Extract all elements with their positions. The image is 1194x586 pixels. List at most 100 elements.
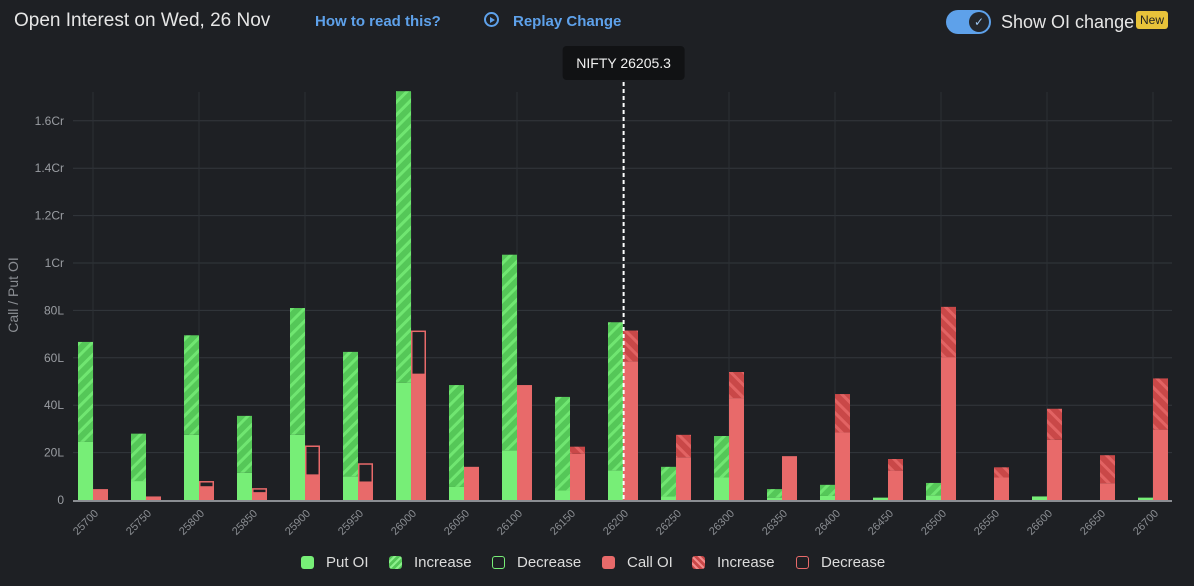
put-increase-bar xyxy=(290,308,305,435)
put-oi-bar xyxy=(608,470,623,500)
put-oi-bar xyxy=(1138,497,1153,500)
call-oi-bar xyxy=(941,357,956,500)
put-oi-bar xyxy=(78,441,93,500)
legend-call-oi[interactable]: Call OI xyxy=(602,554,673,571)
call-increase-swatch xyxy=(692,556,705,569)
put-oi-bar xyxy=(184,434,199,500)
new-badge: New xyxy=(1136,11,1169,29)
put-increase-bar xyxy=(78,341,93,442)
y-tick-label: 40L xyxy=(44,398,64,412)
call-decrease-bar xyxy=(252,488,267,494)
check-icon: ✓ xyxy=(969,12,989,32)
put-oi-bar xyxy=(449,486,464,500)
put-increase-bar xyxy=(396,91,411,383)
x-tick-label: 26250 xyxy=(654,508,684,538)
put-oi-bar xyxy=(1032,496,1047,500)
legend-put-oi[interactable]: Put OI xyxy=(301,554,369,571)
put-increase-bar xyxy=(343,351,358,477)
call-increase-bar xyxy=(1047,408,1062,440)
call-oi-bar xyxy=(199,486,214,500)
x-tick-label: 26150 xyxy=(548,508,578,538)
y-tick-label: 1Cr xyxy=(45,256,64,270)
how-to-read-link[interactable]: How to read this? xyxy=(315,13,441,30)
spot-price-label: NIFTY 26205.3 xyxy=(576,55,671,71)
show-oi-change-toggle[interactable]: ✓ xyxy=(946,10,991,34)
legend-put-decrease[interactable]: Decrease xyxy=(492,554,581,571)
put-increase-bar xyxy=(237,415,252,473)
call-oi-bar xyxy=(93,489,108,500)
x-tick-label: 26700 xyxy=(1131,508,1161,538)
y-tick-label: 1.2Cr xyxy=(35,209,64,223)
call-oi-bar xyxy=(623,361,638,500)
call-increase-bar xyxy=(994,467,1009,478)
put-oi-bar xyxy=(502,450,517,500)
legend-label: Call OI xyxy=(627,554,673,571)
put-oi-bar xyxy=(714,477,729,500)
call-oi-bar xyxy=(1100,483,1115,500)
put-oi-bar xyxy=(767,497,782,500)
call-oi-bar xyxy=(570,453,585,500)
put-oi-bar xyxy=(555,490,570,500)
y-tick-label: 60L xyxy=(44,351,64,365)
play-circle-icon[interactable] xyxy=(484,12,499,27)
legend-label: Increase xyxy=(414,554,472,571)
call-oi-bar xyxy=(782,456,797,500)
x-tick-label: 26200 xyxy=(601,508,631,538)
put-increase-bar xyxy=(449,385,464,487)
call-oi-bar xyxy=(358,482,373,500)
call-increase-bar xyxy=(729,372,744,399)
call-oi-bar xyxy=(676,457,691,500)
y-tick-label: 20L xyxy=(44,446,64,460)
legend-put-increase[interactable]: Increase xyxy=(389,554,472,571)
x-tick-label: 26450 xyxy=(866,508,896,538)
legend-call-increase[interactable]: Increase xyxy=(692,554,775,571)
call-increase-bar xyxy=(1100,455,1115,484)
call-decrease-bar xyxy=(411,330,426,376)
put-oi-bar xyxy=(926,495,941,500)
y-tick-label: 1.6Cr xyxy=(35,114,64,128)
put-increase-bar xyxy=(608,322,623,471)
x-tick-label: 25700 xyxy=(71,508,101,538)
put-oi-bar xyxy=(131,481,146,500)
call-oi-bar xyxy=(146,496,161,500)
replay-change-button[interactable]: Replay Change xyxy=(513,13,622,30)
y-tick-label: 0 xyxy=(57,493,64,507)
put-oi-bar xyxy=(343,476,358,500)
call-decrease-swatch xyxy=(796,556,809,569)
call-oi-bar xyxy=(464,466,479,500)
put-increase-bar xyxy=(714,436,729,478)
x-tick-label: 26350 xyxy=(760,508,790,538)
legend: Put OI Increase Decrease Call OI Increas… xyxy=(0,554,1194,574)
call-oi-bar xyxy=(729,398,744,500)
legend-label: Put OI xyxy=(326,554,369,571)
call-decrease-bar xyxy=(199,481,214,488)
x-tick-label: 26050 xyxy=(442,508,472,538)
call-oi-bar xyxy=(305,475,320,500)
call-increase-bar xyxy=(676,434,691,458)
x-tick-label: 26650 xyxy=(1078,508,1108,538)
toggle-label: Show OI change xyxy=(1001,12,1135,32)
call-oi-bar xyxy=(252,492,267,500)
y-tick-label: 80L xyxy=(44,303,64,317)
call-increase-bar xyxy=(888,458,903,471)
call-oi-bar xyxy=(994,477,1009,500)
legend-call-decrease[interactable]: Decrease xyxy=(796,554,885,571)
put-swatch xyxy=(301,556,314,569)
x-tick-label: 26100 xyxy=(495,508,525,538)
legend-label: Increase xyxy=(717,554,775,571)
call-oi-bar xyxy=(1047,439,1062,500)
put-increase-bar xyxy=(131,433,146,482)
put-increase-bar xyxy=(555,396,570,491)
x-tick-label: 26400 xyxy=(813,508,843,538)
x-tick-label: 26000 xyxy=(389,508,419,538)
call-oi-bar xyxy=(411,374,426,500)
put-decrease-swatch xyxy=(492,556,505,569)
legend-label: Decrease xyxy=(821,554,886,571)
call-oi-bar xyxy=(1153,429,1168,500)
put-increase-bar xyxy=(926,482,941,496)
put-increase-swatch xyxy=(389,556,402,569)
call-increase-bar xyxy=(570,446,585,454)
put-increase-bar xyxy=(661,466,676,497)
put-oi-bar xyxy=(290,434,305,500)
